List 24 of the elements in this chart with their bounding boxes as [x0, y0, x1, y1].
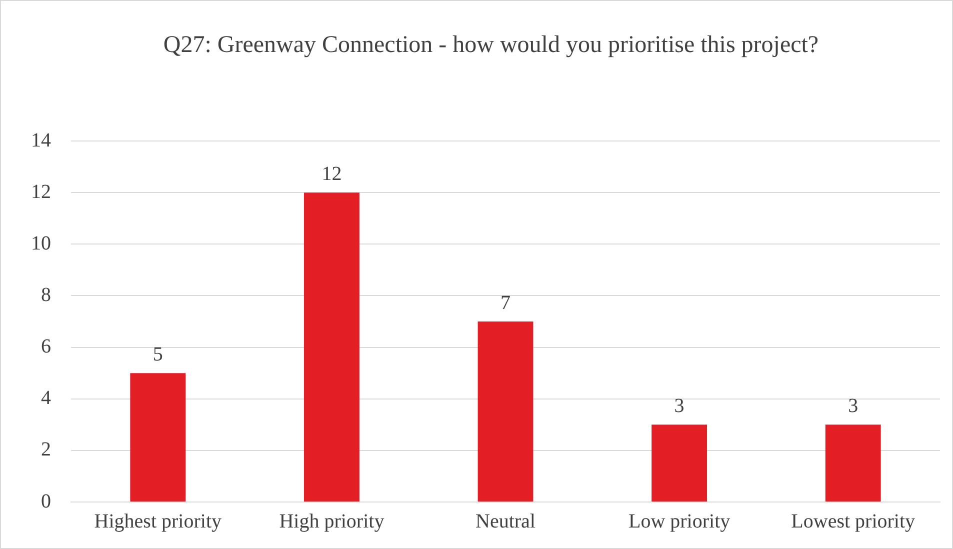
y-tick-label: 6 [41, 336, 51, 358]
data-label: 7 [500, 292, 510, 314]
data-label: 3 [848, 394, 858, 417]
x-tick-label: Lowest priority [791, 510, 916, 532]
x-tick-label: Low priority [628, 510, 730, 532]
data-label: 12 [322, 162, 342, 185]
data-label: 3 [674, 394, 684, 417]
bar [304, 192, 360, 502]
y-tick-label: 12 [31, 180, 51, 203]
bar [825, 424, 881, 502]
y-tick-label: 10 [31, 232, 51, 254]
x-tick-label: Neutral [476, 510, 536, 532]
y-tick-label: 0 [41, 490, 51, 512]
chart-title: Q27: Greenway Connection - how would you prioritise this project? [162, 31, 820, 60]
y-tick-label: 14 [31, 129, 51, 152]
y-tick-label: 8 [41, 284, 51, 306]
y-tick-label: 2 [41, 438, 51, 461]
data-label: 5 [152, 343, 163, 366]
bar [652, 424, 708, 502]
x-tick-label: High priority [279, 510, 384, 532]
x-tick-label: Highest priority [94, 510, 222, 532]
bar [478, 322, 534, 502]
bar [130, 373, 186, 502]
y-tick-label: 4 [41, 387, 51, 410]
